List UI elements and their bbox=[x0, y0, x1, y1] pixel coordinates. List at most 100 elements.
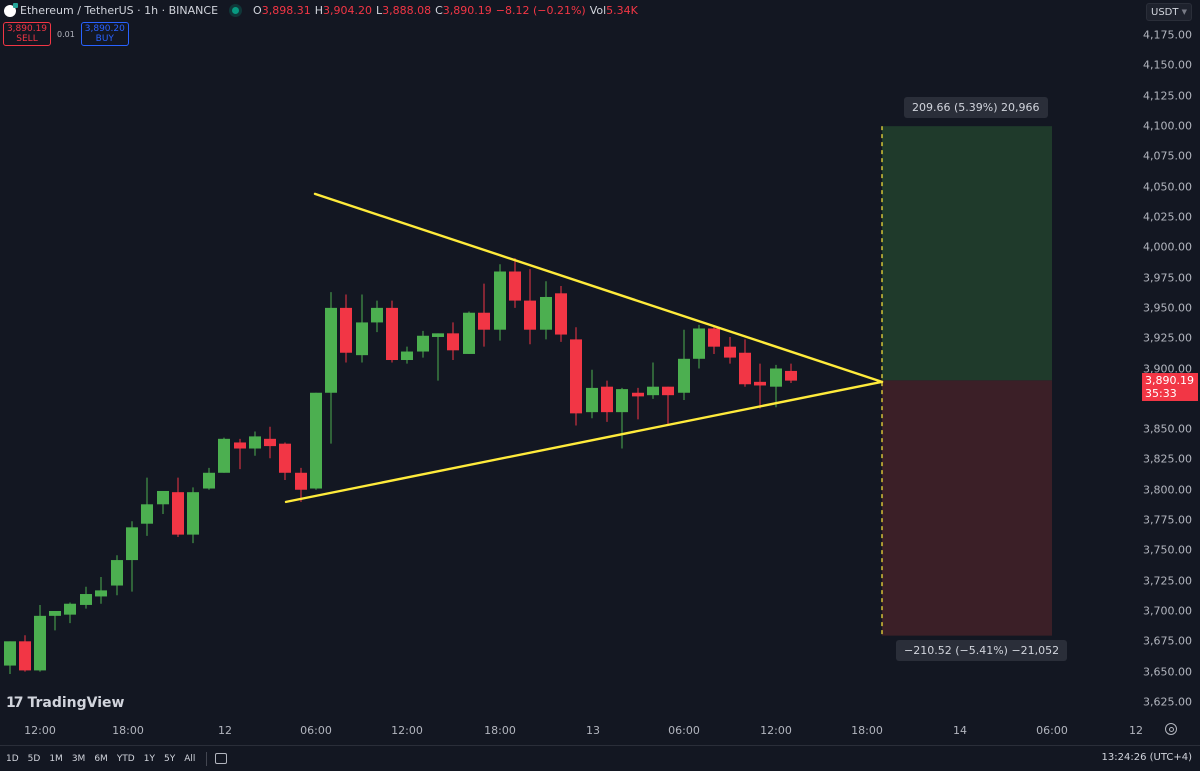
candle-up bbox=[693, 328, 705, 359]
tradingview-wordmark: TradingView bbox=[27, 695, 125, 711]
symbol-legend: Ethereum / TetherUS · 1h · BINANCE O 3,89… bbox=[4, 2, 638, 17]
candle-up bbox=[49, 611, 61, 616]
axis-settings-icon[interactable] bbox=[1165, 723, 1177, 735]
candle-up bbox=[249, 436, 261, 449]
candle-up bbox=[586, 387, 598, 413]
price-tick: 4,125.00 bbox=[1143, 89, 1192, 103]
currency-select[interactable]: USDT ▼ bbox=[1146, 3, 1192, 21]
candle-down bbox=[295, 472, 307, 490]
candlesticks bbox=[4, 258, 797, 675]
time-tick: 13 bbox=[586, 724, 600, 737]
range-5d[interactable]: 5D bbox=[27, 753, 41, 764]
candle-up bbox=[34, 615, 46, 671]
open-value: 3,898.31 bbox=[261, 4, 311, 17]
range-5y[interactable]: 5Y bbox=[163, 753, 176, 764]
trendlines[interactable] bbox=[284, 192, 884, 504]
candle-down bbox=[662, 386, 674, 396]
candle-down bbox=[172, 492, 184, 535]
candle-up bbox=[494, 271, 506, 330]
candle-up bbox=[95, 590, 107, 597]
time-tick: 12 bbox=[1129, 724, 1143, 737]
high-label: H bbox=[314, 4, 323, 17]
time-tick: 12 bbox=[218, 724, 232, 737]
range-1y[interactable]: 1Y bbox=[143, 753, 155, 764]
candle-up bbox=[647, 386, 659, 396]
time-tick: 12:00 bbox=[24, 724, 56, 737]
candle-up bbox=[371, 307, 383, 323]
candle-down bbox=[555, 293, 567, 335]
candle-up bbox=[141, 504, 153, 524]
candle-down bbox=[524, 300, 536, 330]
spread-value: 0.01 bbox=[57, 29, 75, 39]
candle-up bbox=[157, 490, 169, 505]
candle-up bbox=[187, 492, 199, 535]
symbol-title[interactable]: Ethereum / TetherUS · 1h · BINANCE bbox=[20, 4, 219, 17]
tradingview-logo[interactable]: 17 TradingView bbox=[6, 695, 124, 711]
candle-up bbox=[80, 594, 92, 605]
candle-down bbox=[601, 386, 613, 413]
last-price: 3,890.19 bbox=[1145, 374, 1194, 387]
time-tick: 18:00 bbox=[851, 724, 883, 737]
range-1m[interactable]: 1M bbox=[49, 753, 63, 764]
range-6m[interactable]: 6M bbox=[94, 753, 108, 764]
candle-down bbox=[724, 346, 736, 358]
divider bbox=[206, 751, 208, 766]
time-tick: 12:00 bbox=[391, 724, 423, 737]
price-tick: 3,950.00 bbox=[1143, 301, 1192, 315]
price-tick: 3,750.00 bbox=[1143, 543, 1192, 557]
price-tick: 4,075.00 bbox=[1143, 149, 1192, 163]
candle-down bbox=[632, 392, 644, 397]
lower-support-trendline bbox=[284, 380, 884, 504]
price-tick: 3,725.00 bbox=[1143, 574, 1192, 588]
price-tick: 4,025.00 bbox=[1143, 210, 1192, 224]
candle-up bbox=[616, 389, 628, 413]
time-tick: 06:00 bbox=[668, 724, 700, 737]
sell-button[interactable]: 3,890.19 SELL bbox=[3, 22, 51, 46]
candle-up bbox=[218, 438, 230, 473]
candle-up bbox=[540, 296, 552, 330]
target-label[interactable]: 209.66 (5.39%) 20,966 bbox=[904, 97, 1048, 118]
candle-down bbox=[19, 641, 31, 671]
change-value: −8.12 (−0.21%) bbox=[495, 4, 586, 17]
price-tick: 3,850.00 bbox=[1143, 422, 1192, 436]
volume-value: 5.34K bbox=[606, 4, 638, 17]
range-3m[interactable]: 3M bbox=[71, 753, 86, 764]
stop-zone bbox=[882, 380, 1052, 636]
candle-down bbox=[509, 271, 521, 301]
range-ytd[interactable]: YTD bbox=[116, 753, 135, 764]
buy-button[interactable]: 3,890.20 BUY bbox=[80, 22, 129, 46]
currency-label: USDT bbox=[1151, 6, 1179, 18]
bar-countdown: 35:33 bbox=[1145, 387, 1177, 400]
time-tick: 12:00 bbox=[760, 724, 792, 737]
candle-down bbox=[708, 328, 720, 347]
range-all[interactable]: All bbox=[184, 753, 196, 764]
last-price-tag: 3,890.19 35:33 bbox=[1142, 373, 1198, 401]
price-tick: 3,975.00 bbox=[1143, 271, 1192, 285]
candle-up bbox=[126, 527, 138, 561]
stop-label[interactable]: −210.52 (−5.41%) −21,052 bbox=[896, 640, 1068, 661]
price-tick: 3,675.00 bbox=[1143, 634, 1192, 648]
long-position-zones[interactable] bbox=[881, 126, 1052, 636]
price-tick: 3,650.00 bbox=[1143, 665, 1192, 679]
sell-price: 3,890.19 bbox=[6, 24, 48, 34]
candle-up bbox=[310, 392, 322, 489]
clock-timezone[interactable]: 13:24:26 (UTC+4) bbox=[1101, 752, 1192, 763]
low-label: L bbox=[375, 4, 383, 17]
candle-down bbox=[754, 381, 766, 386]
candle-down bbox=[570, 339, 582, 414]
candle-up bbox=[770, 368, 782, 387]
range-1d[interactable]: 1D bbox=[6, 753, 19, 764]
candle-down bbox=[279, 443, 291, 473]
tradingview-mark-icon: 17 bbox=[6, 695, 24, 711]
open-label: O bbox=[253, 4, 262, 17]
candle-up bbox=[111, 560, 123, 586]
candle-down bbox=[447, 333, 459, 351]
market-status-icon bbox=[232, 7, 240, 14]
upper-resistance-trendline bbox=[313, 192, 884, 384]
go-to-date-calendar-icon[interactable] bbox=[215, 753, 228, 764]
time-tick: 06:00 bbox=[300, 724, 332, 737]
candle-down bbox=[785, 370, 797, 381]
close-label: C bbox=[435, 4, 443, 17]
price-tick: 4,100.00 bbox=[1143, 119, 1192, 133]
